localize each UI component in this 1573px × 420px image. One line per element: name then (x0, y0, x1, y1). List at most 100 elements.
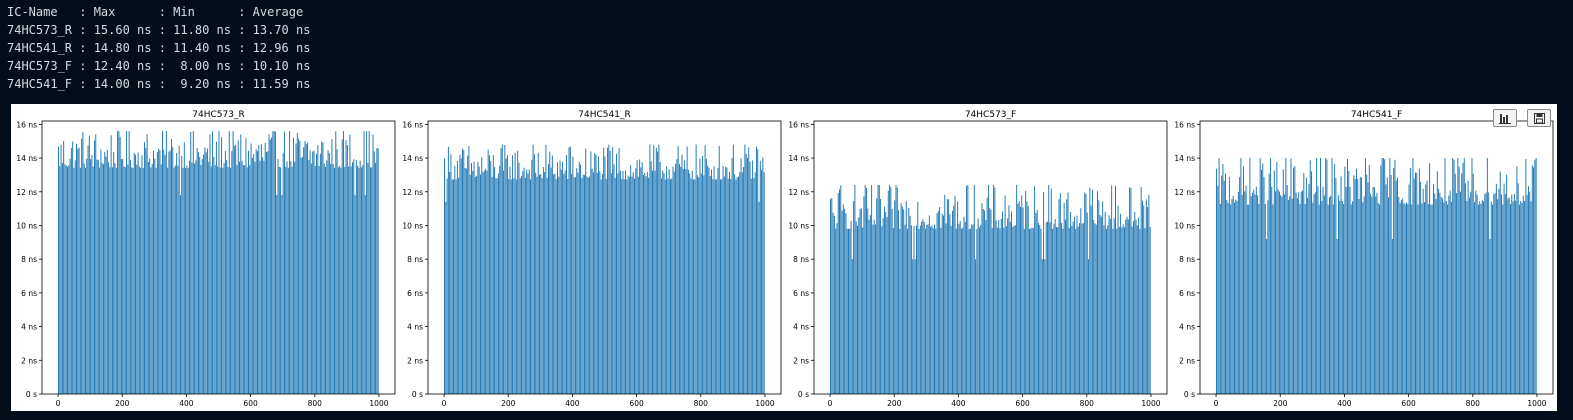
bar (512, 155, 514, 394)
bar (494, 167, 496, 394)
bar (1339, 200, 1341, 394)
chart-view-button[interactable] (1493, 109, 1517, 127)
bar (1240, 158, 1242, 394)
bar (886, 217, 888, 394)
y-tick-label: 10 ns (402, 221, 423, 230)
bar (1050, 188, 1052, 394)
y-tick-label: 14 ns (402, 154, 423, 163)
bar (923, 222, 925, 394)
bar (259, 160, 261, 394)
bar (495, 178, 497, 394)
bar (141, 155, 143, 394)
bar (654, 170, 656, 394)
bar (260, 144, 262, 394)
bar (608, 144, 610, 394)
bar (691, 170, 693, 394)
bar (1406, 202, 1407, 394)
bar (1124, 227, 1125, 394)
bar (1513, 193, 1515, 394)
bar (1355, 168, 1357, 394)
bar (133, 152, 135, 394)
bar (1090, 205, 1092, 394)
bar (191, 162, 193, 394)
bar (682, 168, 684, 394)
bar (551, 155, 553, 394)
bar (375, 162, 377, 394)
bar (559, 160, 561, 394)
bar (1148, 194, 1150, 394)
bar (496, 178, 498, 394)
bar (586, 176, 588, 394)
chart-title: 74HC573_R (192, 110, 244, 120)
bar (895, 185, 897, 394)
bar (1072, 221, 1074, 394)
bar (1481, 200, 1483, 394)
bar (456, 161, 458, 394)
bar (97, 159, 99, 394)
bar (926, 224, 928, 394)
bar (1366, 174, 1368, 394)
bar (1429, 163, 1431, 394)
bar (181, 155, 183, 394)
bar (1136, 225, 1138, 394)
bar (616, 153, 618, 394)
bar (1120, 213, 1122, 394)
chart-74hc573-f: 74HC573_F 0 s 2 ns 4 ns 6 ns 8 ns 10 ns 12 ns 14… (788, 110, 1168, 408)
bar (1533, 167, 1535, 394)
bar (921, 221, 923, 394)
bar (159, 150, 161, 394)
bar (304, 141, 306, 394)
console-line-74hc573-r: 74HC573_R : 15.60 ns : 11.80 ns : 13.70 … (7, 23, 311, 37)
x-tick-label: 1000 (755, 399, 774, 408)
bar (488, 155, 490, 394)
bar (740, 158, 742, 394)
bar (871, 185, 873, 394)
bar (1032, 228, 1034, 394)
bar (865, 188, 867, 394)
bar (226, 160, 228, 394)
save-figure-button[interactable] (1527, 109, 1551, 127)
bar (1053, 224, 1055, 394)
bar (296, 132, 298, 394)
bar (618, 148, 620, 394)
bar (1420, 181, 1422, 394)
bar (1145, 199, 1147, 394)
bar (1269, 158, 1271, 394)
bar (1402, 198, 1404, 394)
bar (604, 156, 606, 394)
bar (1367, 182, 1369, 394)
bar (289, 131, 291, 395)
bar (1341, 201, 1343, 394)
bar (1139, 228, 1141, 394)
bar (1516, 166, 1518, 394)
bar (274, 131, 276, 394)
bar (669, 179, 671, 394)
bar (249, 165, 251, 394)
bar (449, 171, 451, 394)
bar (1421, 203, 1423, 394)
bar (204, 147, 206, 394)
bar (693, 179, 695, 394)
bar (600, 179, 602, 394)
bar (1303, 173, 1305, 394)
bar (237, 140, 239, 394)
bar (639, 159, 641, 394)
bar (1322, 186, 1324, 394)
bar (192, 131, 194, 395)
bar (444, 158, 446, 394)
bar (1331, 158, 1333, 394)
bar (1093, 219, 1095, 394)
bar (526, 169, 528, 394)
bar (236, 165, 238, 394)
bar (755, 146, 757, 394)
bar (677, 145, 679, 394)
bar (1425, 184, 1427, 394)
bar (1296, 198, 1298, 394)
bar (922, 219, 924, 394)
bar (1284, 194, 1286, 394)
bar (212, 131, 214, 395)
bar (322, 142, 324, 394)
bar (135, 154, 137, 394)
bar (1064, 219, 1066, 394)
bar (1489, 238, 1491, 394)
